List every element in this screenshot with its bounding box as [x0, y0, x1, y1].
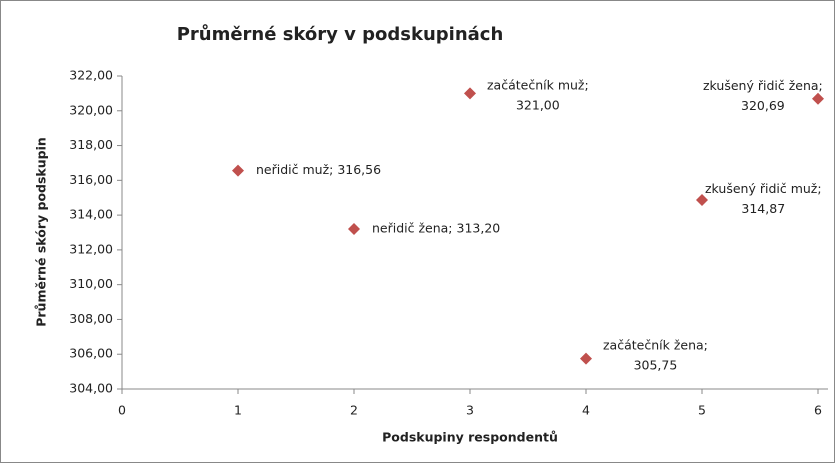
x-tick-label: 2 — [350, 403, 358, 418]
data-label: začátečník muž; 321,00 — [487, 77, 589, 112]
y-tick-label: 318,00 — [69, 137, 113, 152]
marker — [696, 193, 708, 206]
x-tick-label: 3 — [466, 403, 474, 418]
data-label: začátečník žena; 305,75 — [603, 337, 708, 372]
data-label: zkušený řidič žena; 320,69 — [703, 77, 823, 112]
x-tick-label: 6 — [814, 403, 822, 418]
y-tick-label: 314,00 — [69, 207, 113, 222]
marker — [232, 164, 244, 177]
y-tick-label: 308,00 — [69, 311, 113, 326]
x-tick-label: 0 — [118, 403, 126, 418]
y-tick-label: 322,00 — [69, 68, 113, 83]
x-tick-label: 5 — [698, 403, 706, 418]
marker — [348, 223, 360, 236]
x-tick-label: 1 — [234, 403, 242, 418]
x-tick-label: 4 — [582, 403, 590, 418]
y-tick-label: 304,00 — [69, 381, 113, 396]
marker — [812, 92, 824, 105]
data-label: neřidič muž; 316,56 — [256, 162, 381, 177]
marker — [464, 87, 476, 100]
y-tick-label: 306,00 — [69, 346, 113, 361]
y-tick-label: 320,00 — [69, 102, 113, 117]
data-label: neřidič žena; 313,20 — [372, 221, 500, 236]
y-tick-label: 310,00 — [69, 276, 113, 291]
data-label: zkušený řidič muž; 314,87 — [705, 180, 822, 215]
marker — [580, 352, 592, 365]
y-tick-label: 312,00 — [69, 241, 113, 256]
y-tick-label: 316,00 — [69, 172, 113, 187]
x-axis-label: Podskupiny respondentů — [382, 430, 558, 445]
chart-title: Průměrné skóry v podskupinách — [177, 23, 504, 45]
y-axis-label: Průměrné skóry podskupin — [34, 137, 49, 327]
